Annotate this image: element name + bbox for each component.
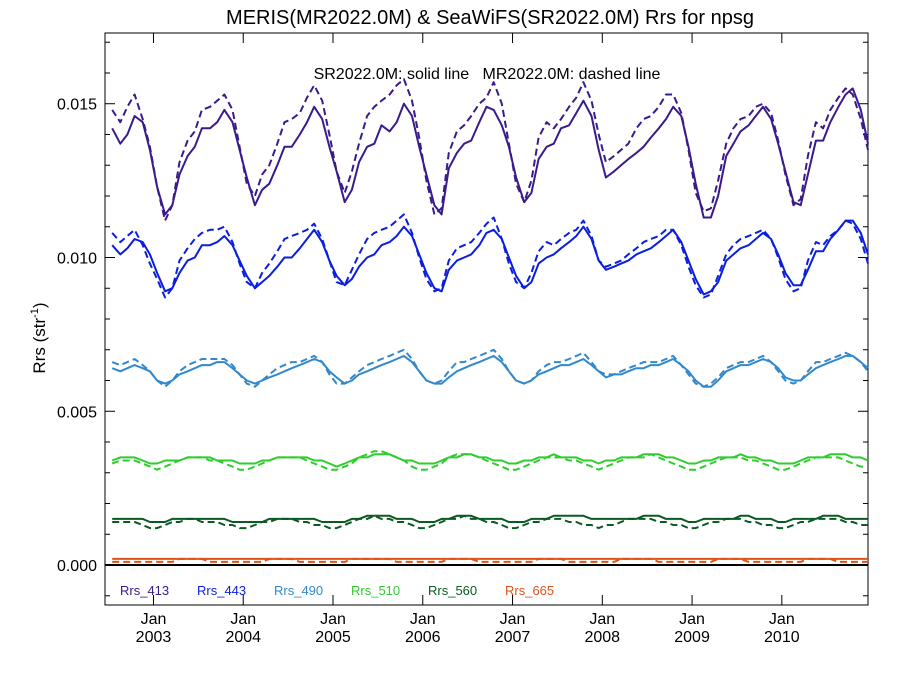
x-tick-label-month: Jan xyxy=(230,611,256,628)
y-tick-label: 0.005 xyxy=(57,404,97,421)
series-line-rrs-560-solid xyxy=(112,514,868,523)
x-tick-label-year: 2003 xyxy=(136,629,172,646)
x-tick-label-month: Jan xyxy=(769,611,795,628)
x-tick-label-year: 2008 xyxy=(584,629,620,646)
x-tick-label-year: 2004 xyxy=(225,629,261,646)
x-tick-label-month: Jan xyxy=(589,611,615,628)
x-tick-label-year: 2007 xyxy=(495,629,531,646)
y-tick-label: 0.010 xyxy=(57,250,97,267)
series-line-rrs-443-dashed xyxy=(111,213,869,299)
x-tick-label-month: Jan xyxy=(410,611,436,628)
x-tick-label-month: Jan xyxy=(320,611,346,628)
legend-item-rrs-413: Rrs_413 xyxy=(120,583,169,598)
y-axis-label-main: Rrs (str xyxy=(30,318,49,374)
chart-annotation: SR2022.0M: solid line MR2022.0M: dashed … xyxy=(314,66,661,83)
series-line-rrs-490-dashed xyxy=(111,348,869,388)
y-axis-label-sup: -1 xyxy=(29,308,41,318)
series-line-rrs-443-solid xyxy=(111,219,869,296)
legend-item-rrs-490: Rrs_490 xyxy=(274,583,323,598)
series-line-rrs-510-dashed xyxy=(111,450,868,471)
x-tick-label-year: 2009 xyxy=(674,629,710,646)
series-line-rrs-510-solid xyxy=(111,453,869,468)
x-tick-label-year: 2010 xyxy=(764,629,800,646)
x-tick-label-month: Jan xyxy=(500,611,526,628)
series-line-rrs-413-solid xyxy=(111,87,869,219)
x-tick-label-year: 2005 xyxy=(315,629,351,646)
x-tick-label-month: Jan xyxy=(141,611,167,628)
series-line-rrs-665-dashed xyxy=(112,557,868,563)
y-axis-label: Rrs (str-1) xyxy=(29,302,49,373)
x-tick-label-month: Jan xyxy=(679,611,705,628)
y-axis-label-close: ) xyxy=(30,302,49,308)
y-tick-label: 0.015 xyxy=(57,97,97,114)
x-tick-label-year: 2006 xyxy=(405,629,441,646)
chart-title: MERIS(MR2022.0M) & SeaWiFS(SR2022.0M) Rr… xyxy=(226,7,754,29)
series-line-rrs-413-dashed xyxy=(111,78,869,222)
legend-item-rrs-560: Rrs_560 xyxy=(428,583,477,598)
legend-item-rrs-665: Rrs_665 xyxy=(505,583,554,598)
legend-item-rrs-443: Rrs_443 xyxy=(197,583,246,598)
legend-item-rrs-510: Rrs_510 xyxy=(351,583,400,598)
plot-area: 0.0000.0050.0100.015Jan2003Jan2004Jan200… xyxy=(57,32,869,646)
y-tick-label: 0.000 xyxy=(57,558,97,575)
